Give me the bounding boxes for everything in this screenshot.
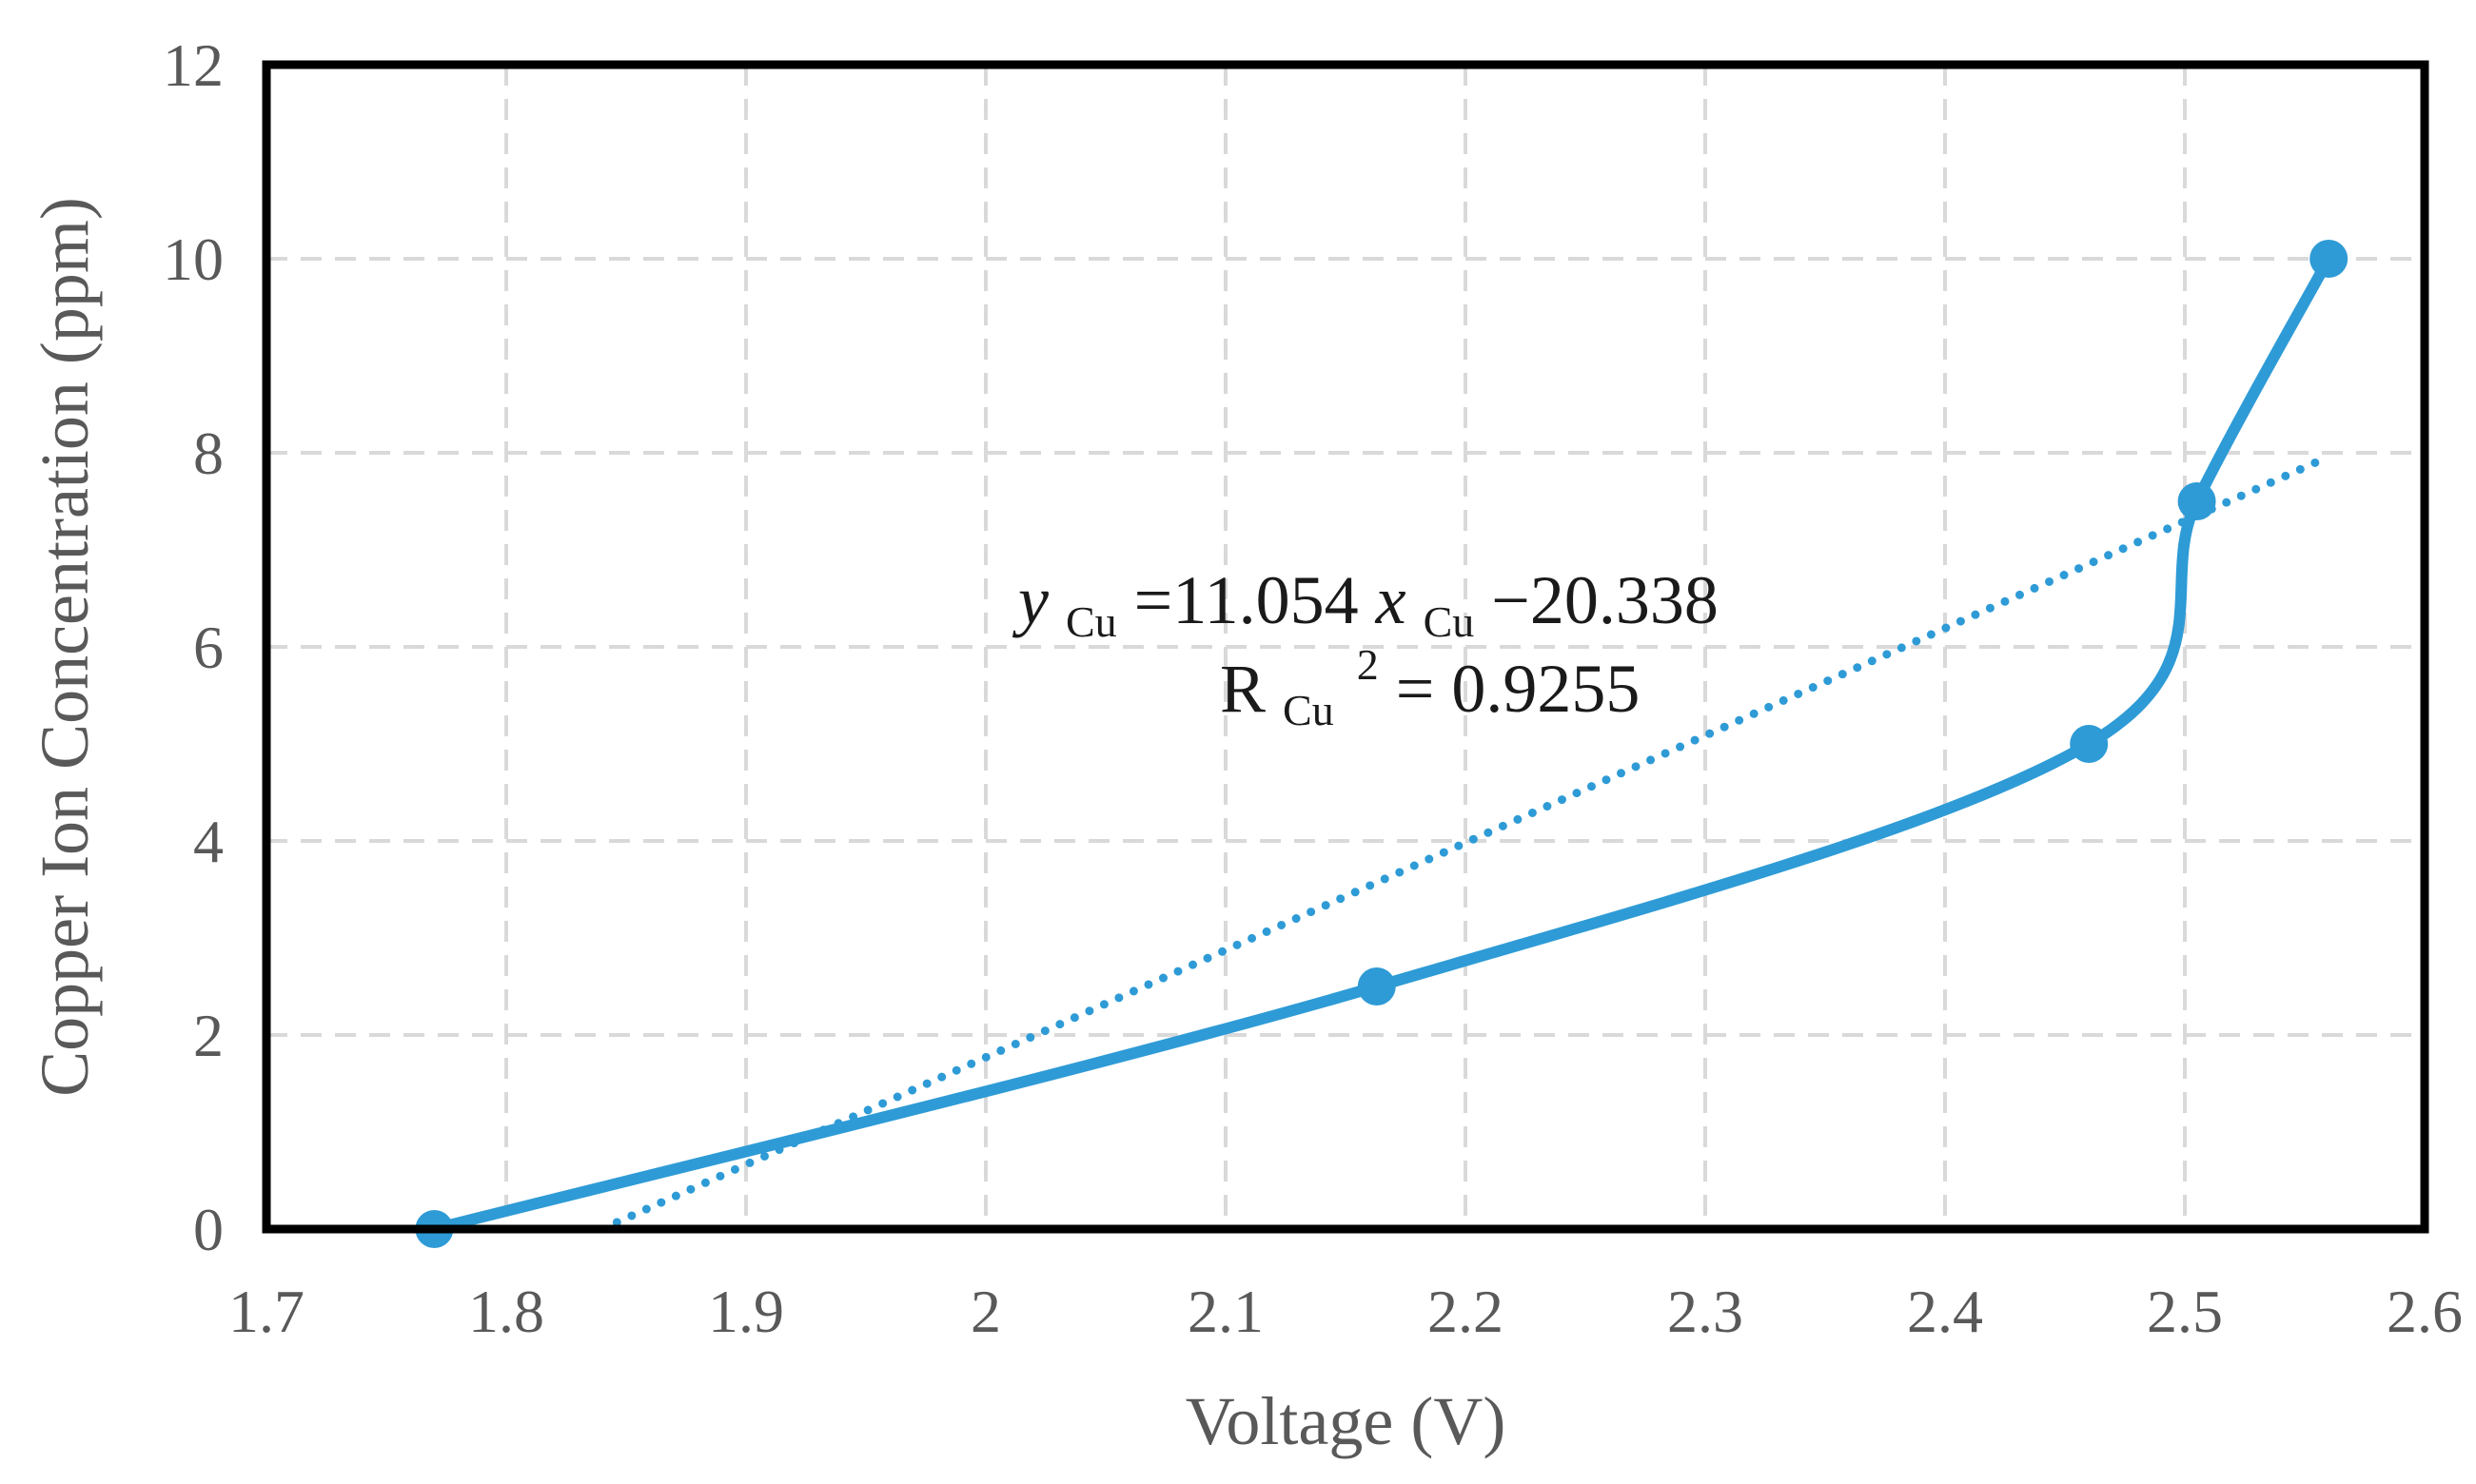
y-tick-label: 8 — [193, 420, 224, 487]
equation-intercept: −20.338 — [1491, 562, 1719, 638]
x-tick-label: 1.7 — [228, 1278, 305, 1345]
data-point — [2177, 482, 2216, 520]
x-tick-label: 2.6 — [2387, 1278, 2463, 1345]
y-tick-label: 2 — [193, 1002, 224, 1069]
r-symbol: R — [1220, 651, 1266, 727]
equation-slope: =11.054 — [1134, 562, 1376, 638]
x-tick-label: 1.8 — [468, 1278, 544, 1345]
y-tick-label: 6 — [193, 614, 224, 681]
r-superscript: 2 — [1357, 640, 1379, 689]
r-subscript: Cu — [1283, 686, 1334, 734]
equation-y-symbol: y — [1012, 562, 1049, 638]
x-tick-labels: 1.7 1.8 1.9 2 2.1 2.2 2.3 2.4 2.5 2.6 — [228, 1278, 2463, 1345]
x-tick-label: 2.5 — [2147, 1278, 2223, 1345]
series-layer — [415, 240, 2348, 1248]
trendline-r-squared: R Cu 2 = 0.9255 — [1220, 618, 1640, 740]
x-tick-label: 2.1 — [1188, 1278, 1264, 1345]
grid — [266, 65, 2425, 1229]
y-axis-title: Copper Ion Concentration (ppm) — [27, 197, 103, 1097]
trendline-equation: y Cu =11.054 x Cu −20.338 — [1012, 562, 1719, 652]
y-tick-label: 12 — [163, 31, 224, 99]
series-line — [428, 253, 2335, 1235]
x-tick-label: 2.3 — [1667, 1278, 1743, 1345]
equation-y-subscript: Cu — [1066, 597, 1117, 646]
x-tick-label: 1.9 — [708, 1278, 784, 1345]
trendline-layer — [598, 455, 2327, 1234]
x-axis-title: Voltage (V) — [1186, 1383, 1506, 1459]
data-point — [2309, 240, 2348, 278]
y-tick-labels: 0 2 4 6 8 10 12 — [163, 31, 224, 1263]
y-tick-label: 4 — [193, 808, 224, 875]
y-tick-label: 10 — [163, 225, 224, 293]
equation-x-subscript: Cu — [1424, 597, 1475, 646]
x-tick-label: 2.4 — [1907, 1278, 1983, 1345]
y-tick-label: 0 — [193, 1196, 224, 1263]
data-point — [2070, 725, 2109, 763]
r-squared-value: = 0.9255 — [1396, 651, 1641, 727]
plot-frame — [262, 60, 2429, 1234]
x-tick-label: 2 — [971, 1278, 1001, 1345]
equation-x-symbol: x — [1375, 562, 1406, 638]
x-tick-label: 2.2 — [1427, 1278, 1503, 1345]
trendline — [598, 455, 2327, 1234]
data-point — [1357, 967, 1396, 1006]
